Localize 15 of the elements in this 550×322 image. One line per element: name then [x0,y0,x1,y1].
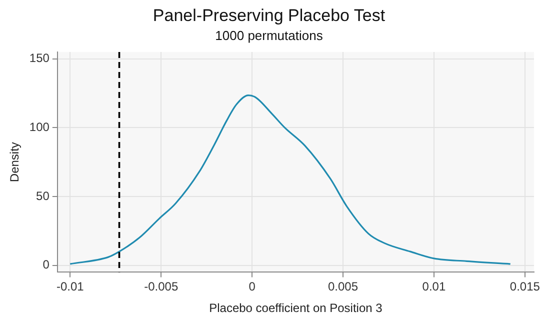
y-tick-label: 100 [29,120,50,134]
x-axis-title: Placebo coefficient on Position 3 [209,301,383,316]
x-tick-label: -0.01 [56,280,84,294]
x-tick-label: 0.005 [328,280,358,294]
y-axis-title: Density [8,142,22,182]
y-tick-label: 50 [36,188,50,203]
y-tick-label: 150 [29,51,50,66]
x-tick-label: 0 [248,280,256,294]
line-series [69,94,512,265]
x-tick-label: -0.005 [144,280,178,294]
y-tick-label: 0 [42,258,50,272]
x-tick-label: 0.015 [510,280,540,294]
chart-subtitle: 1000 permutations [215,28,324,43]
x-tick-label: 0.01 [422,280,446,294]
chart-title: Panel-Preserving Placebo Test [152,6,386,25]
